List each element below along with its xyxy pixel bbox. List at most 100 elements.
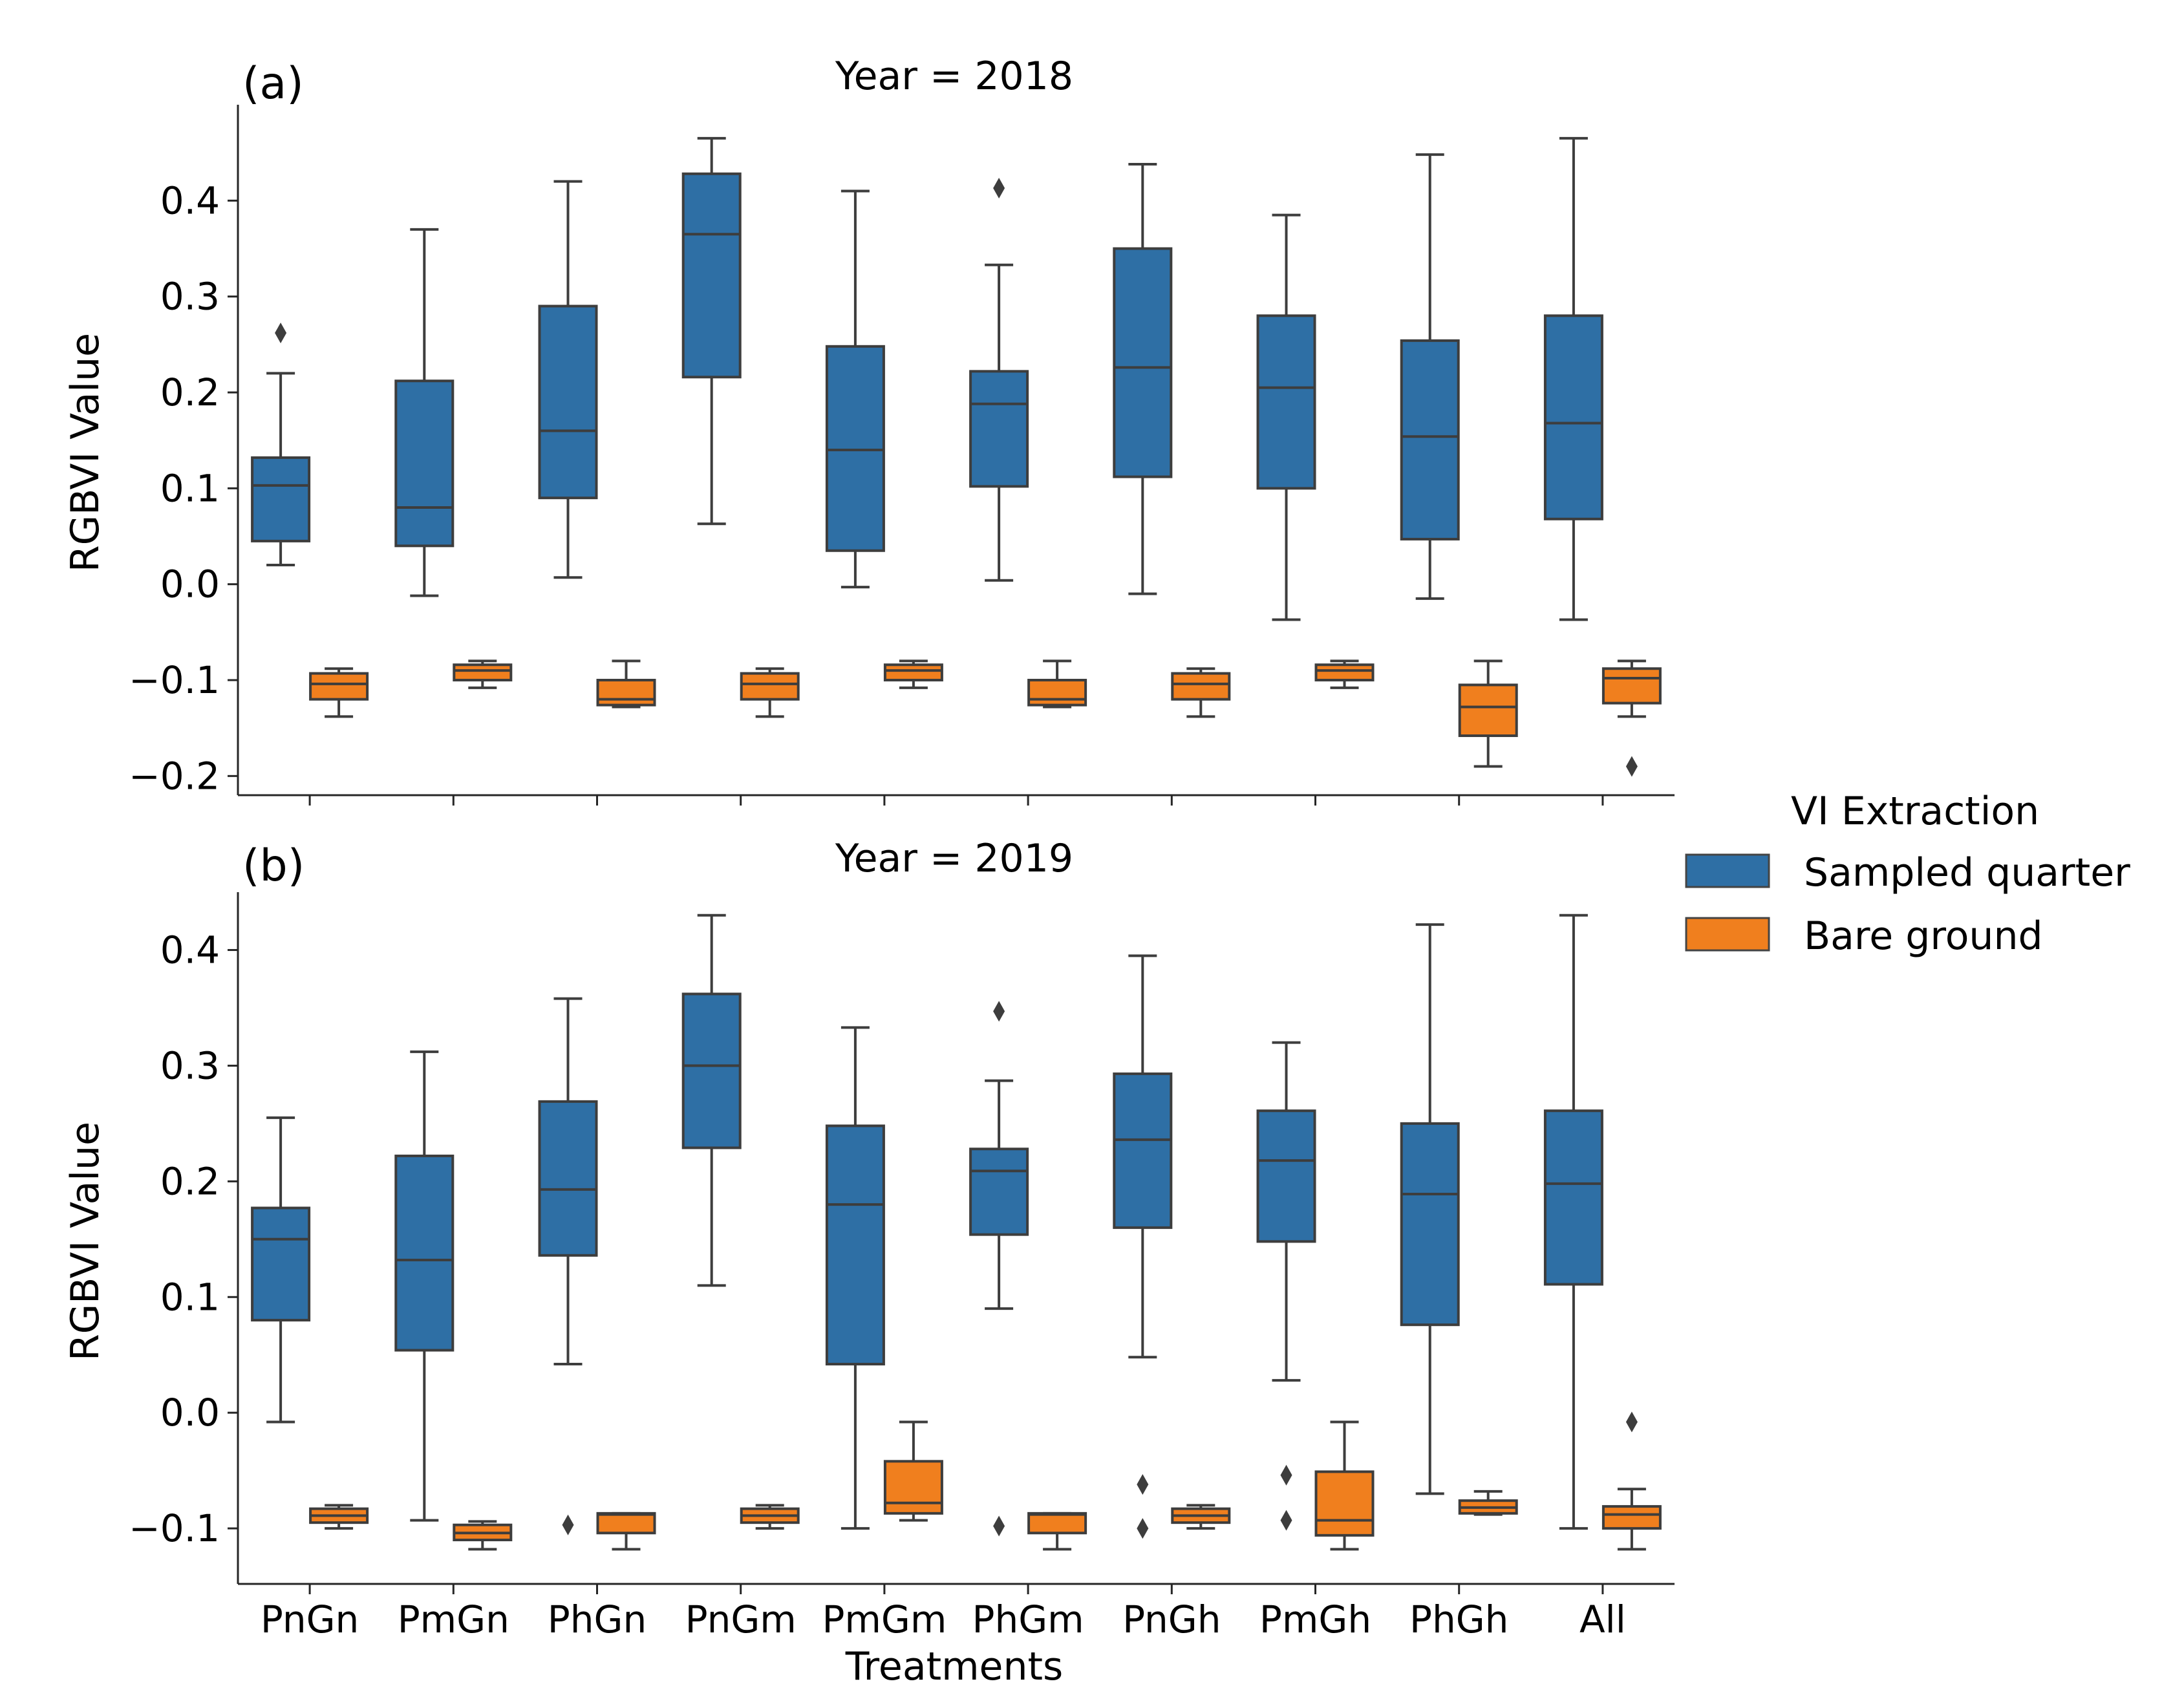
legend-title: VI Extraction	[1791, 789, 2039, 834]
box-PhGn	[538, 997, 598, 1535]
x-tick-label: PmGm	[822, 1597, 947, 1641]
y-tick-label: −0.2	[129, 754, 220, 798]
box-All	[1601, 1411, 1662, 1551]
box-PhGn	[596, 659, 656, 709]
box-iqr	[1458, 683, 1518, 738]
outlier-point	[1625, 756, 1638, 777]
box-iqr	[538, 304, 598, 500]
x-tick-label: PhGm	[972, 1597, 1084, 1641]
series-sampled-quarter	[251, 913, 1603, 1539]
y-axis-label: RGBVI Value	[63, 1122, 108, 1361]
y-tick-label: 0.0	[160, 1391, 220, 1435]
box-PnGm	[681, 913, 742, 1287]
box-PmGn	[453, 1520, 513, 1551]
outlier-point	[1137, 1518, 1149, 1539]
box-iqr	[1314, 1470, 1375, 1537]
box-PnGn	[251, 323, 311, 566]
x-tick-label: PhGh	[1409, 1597, 1508, 1641]
box-iqr	[1314, 663, 1375, 682]
box-PmGm	[883, 1420, 943, 1522]
panel-title: Year = 2018	[835, 54, 1073, 99]
box-iqr	[1400, 1122, 1460, 1327]
box-iqr	[394, 379, 455, 548]
outlier-point	[1137, 1474, 1149, 1495]
plot-area: −0.2 −0.1 0.0 0.1 0.2 0.3 0.4	[129, 105, 1675, 806]
box-iqr	[251, 456, 311, 542]
box-PmGm	[883, 659, 943, 689]
box-PnGn	[251, 1116, 311, 1424]
box-iqr	[1256, 314, 1316, 490]
box-iqr	[1256, 1109, 1316, 1243]
box-PnGh	[1171, 1504, 1231, 1530]
box-iqr	[1027, 1512, 1087, 1535]
y-tick-label: 0.1	[160, 1275, 220, 1319]
box-iqr	[681, 172, 742, 379]
outlier-point	[1625, 1411, 1638, 1433]
y-tick-label: 0.1	[160, 466, 220, 510]
series-bare-ground	[309, 1411, 1662, 1551]
box-iqr	[538, 1100, 598, 1257]
panel-a: (a) Year = 2018 RGBVI Value −0.2 −0.1 0.0 0…	[63, 54, 1675, 806]
box-iqr	[969, 1148, 1029, 1236]
box-PmGh	[1314, 1420, 1375, 1551]
outlier-point	[993, 1515, 1005, 1537]
box-iqr	[1171, 672, 1231, 701]
box-PhGh	[1458, 1490, 1518, 1516]
box-iqr	[1543, 314, 1603, 520]
outlier-point	[993, 178, 1005, 199]
box-PnGm	[681, 136, 742, 526]
box-iqr	[596, 679, 656, 707]
box-PnGm	[740, 667, 800, 718]
box-PmGn	[453, 659, 513, 689]
box-PhGm	[1027, 1512, 1087, 1551]
box-PmGh	[1256, 213, 1316, 621]
box-PhGh	[1458, 659, 1518, 768]
box-PhGm	[1027, 659, 1087, 709]
box-iqr	[596, 1512, 656, 1535]
box-PnGn	[309, 1504, 369, 1530]
box-iqr	[1400, 339, 1460, 540]
x-tick-label: PnGh	[1122, 1597, 1221, 1641]
box-PhGh	[1400, 153, 1460, 600]
box-PhGm	[969, 1001, 1029, 1537]
box-All	[1601, 659, 1662, 777]
box-PmGn	[394, 228, 455, 597]
legend-swatch-sampled-quarter	[1685, 853, 1770, 888]
box-PnGh	[1171, 667, 1231, 718]
y-tick-label: 0.4	[160, 178, 220, 222]
box-PmGm	[825, 189, 885, 589]
legend: VI Extraction Sampled quarter Bare groun…	[1685, 789, 2130, 959]
x-axis-label: Treatments	[845, 1644, 1064, 1688]
x-tick-label: PhGn	[548, 1597, 647, 1641]
x-tick-label: PmGh	[1259, 1597, 1371, 1641]
x-tick-label: PnGn	[261, 1597, 359, 1641]
legend-swatch-bare-ground	[1685, 917, 1770, 952]
outlier-point	[562, 1514, 574, 1535]
box-iqr	[394, 1154, 455, 1352]
box-PnGn	[309, 667, 369, 718]
box-PhGn	[538, 180, 598, 579]
y-tick-label: 0.3	[160, 275, 220, 319]
box-iqr	[1601, 1505, 1662, 1530]
y-axis-label: RGBVI Value	[63, 333, 108, 572]
box-iqr	[1601, 667, 1662, 705]
box-iqr	[1543, 1109, 1603, 1286]
box-All	[1543, 136, 1603, 621]
box-iqr	[883, 663, 943, 682]
box-PmGn	[394, 1050, 455, 1522]
series-sampled-quarter	[251, 136, 1603, 621]
y-tick-label: 0.2	[160, 1159, 220, 1203]
box-PnGh	[1113, 162, 1173, 595]
box-iqr	[740, 672, 800, 701]
box-iqr	[825, 1124, 885, 1366]
box-iqr	[681, 992, 742, 1149]
panel-label: (a)	[242, 58, 304, 109]
outlier-point	[1280, 1510, 1292, 1531]
series-bare-ground	[309, 659, 1662, 777]
box-iqr	[453, 663, 513, 682]
y-tick-label: −0.1	[129, 658, 220, 702]
box-iqr	[1113, 1072, 1173, 1229]
box-PnGm	[740, 1504, 800, 1530]
outlier-point	[275, 323, 287, 344]
